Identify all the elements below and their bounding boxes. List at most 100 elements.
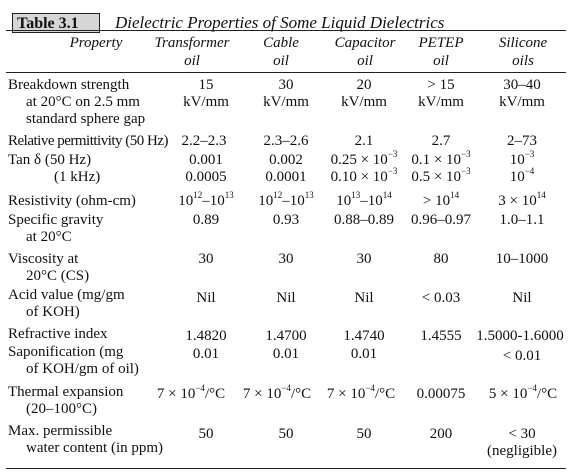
table-number-label: Table 3.1 — [12, 13, 100, 33]
row-gravity-property: Specific gravity at 20°C — [8, 212, 103, 246]
breakdown-cable-value: 30 — [278, 77, 294, 93]
header-petep-oil: PETEP oil — [408, 34, 474, 70]
tan-delta-cable: 0.002 0.0001 — [256, 152, 316, 186]
viscosity-line1: Viscosity at — [8, 251, 79, 267]
breakdown-petep-value: > 15 — [427, 77, 455, 93]
thermal-cable: 7 × 10−4/°C — [232, 383, 322, 403]
thermal-cable-exp: −4 — [281, 383, 291, 393]
header-capacitor-line1: Capacitor — [334, 35, 396, 51]
gravity-capacitor: 0.88–0.89 — [334, 212, 394, 228]
tan-delta-silicone: 10−3 10−4 — [474, 150, 570, 186]
tan-delta-petep-50hz-mantissa: 0.1 × 10 — [411, 152, 462, 168]
resistivity-transformer: 1012–1013 — [170, 190, 242, 210]
tan-delta-petep-50hz-exp: −3 — [461, 149, 471, 159]
resistivity-capacitor-base1: 10 — [336, 193, 352, 209]
header-rule — [6, 72, 566, 73]
resistivity-capacitor-exp2: 14 — [382, 190, 392, 200]
thermal-transformer-unit: /°C — [204, 386, 226, 402]
acid-line1: Acid value (mg/gm — [8, 287, 125, 303]
water-petep: 200 — [429, 426, 453, 442]
water-cable: 50 — [278, 426, 294, 442]
gravity-transformer: 0.89 — [192, 212, 220, 228]
thermal-line1: Thermal expansion — [8, 384, 124, 400]
tan-delta-capacitor-50hz: 0.25 × 10−3 — [318, 150, 410, 169]
water-transformer: 50 — [198, 426, 214, 442]
row-thermal-property: Thermal expansion (20–100°C) — [8, 384, 123, 418]
tan-delta-transformer: 0.001 0.0005 — [170, 152, 242, 186]
table-caption: Table 3.1 Dielectric Properties of Some … — [4, 6, 568, 33]
refractive-capacitor: 1.4740 — [343, 328, 385, 344]
tan-delta-cable-1khz: 0.0001 — [265, 169, 307, 185]
viscosity-silicone: 10–1000 — [495, 251, 549, 267]
breakdown-silicone-value: 30–40 — [503, 77, 541, 93]
breakdown-cable: 30 kV/mm — [256, 77, 316, 111]
resistivity-transformer-exp1: 12 — [193, 190, 203, 200]
saponification-silicone: < 0.01 — [502, 348, 542, 364]
row-saponification-property: Saponification (mg of KOH/gm of oil) — [8, 344, 139, 378]
saponification-transformer: 0.01 — [192, 346, 220, 362]
saponification-line1: Saponification (mg — [8, 344, 124, 360]
refractive-cable: 1.4700 — [265, 328, 307, 344]
header-capacitor-oil: Capacitor oil — [320, 34, 410, 70]
tan-delta-cable-50hz: 0.002 — [269, 152, 303, 168]
viscosity-cable: 30 — [278, 251, 294, 267]
breakdown-line3: standard sphere gap — [26, 111, 146, 127]
header-petep-line2: oil — [433, 53, 449, 69]
breakdown-line2: at 20°C on 2.5 mm — [26, 94, 140, 110]
resistivity-petep-exp: 14 — [450, 190, 460, 200]
thermal-silicone-base: 5 × 10 — [488, 386, 528, 402]
header-transformer-line1: Transformer — [154, 35, 230, 51]
breakdown-petep-unit: kV/mm — [418, 94, 464, 110]
tan-delta-petep-1khz-mantissa: 0.5 × 10 — [411, 169, 462, 185]
resistivity-cable-exp2: 13 — [304, 190, 314, 200]
breakdown-petep: > 15 kV/mm — [410, 77, 472, 111]
thermal-petep: 0.00075 — [416, 386, 466, 402]
header-silicone-line1: Silicone — [498, 35, 548, 51]
refractive-silicone: 1.5000-1.6000 — [476, 328, 564, 344]
header-cable-line1: Cable — [263, 35, 299, 51]
viscosity-petep: 80 — [433, 251, 449, 267]
thermal-cable-base: 7 × 10 — [242, 386, 282, 402]
row-permittivity-property: Relative permittivity (50 Hz) — [8, 133, 169, 149]
gravity-line2: at 20°C — [26, 229, 72, 245]
row-refractive-property: Refractive index — [8, 326, 108, 342]
header-silicone-oils: Silicone oils — [480, 34, 566, 70]
resistivity-capacitor: 1013–1014 — [318, 190, 410, 210]
permittivity-silicone: 2–73 — [507, 133, 537, 149]
resistivity-silicone-exp: 14 — [536, 190, 546, 200]
water-line2: water content (in ppm) — [26, 440, 164, 456]
header-petep-line1: PETEP — [418, 35, 464, 51]
acid-cable: Nil — [276, 290, 296, 306]
tan-delta-petep-1khz-exp: −3 — [461, 166, 471, 176]
resistivity-petep: > 1014 — [410, 190, 472, 210]
gravity-cable: 0.93 — [272, 212, 300, 228]
saponification-line2: of KOH/gm of oil) — [26, 361, 139, 377]
tan-delta-transformer-50hz: 0.001 — [189, 152, 223, 168]
breakdown-cable-unit: kV/mm — [263, 94, 309, 110]
resistivity-capacitor-base2: –10 — [360, 193, 383, 209]
header-transformer-oil: Transformer oil — [140, 34, 244, 70]
row-breakdown-property: Breakdown strength at 20°C on 2.5 mm sta… — [8, 77, 145, 128]
breakdown-transformer: 15 kV/mm — [170, 77, 242, 111]
tan-delta-silicone-1khz-exp: −4 — [524, 166, 535, 176]
breakdown-transformer-unit: kV/mm — [183, 94, 229, 110]
resistivity-capacitor-exp1: 13 — [351, 190, 361, 200]
water-silicone-note: (negligible) — [487, 443, 557, 459]
water-capacitor: 50 — [356, 426, 372, 442]
viscosity-transformer: 30 — [198, 251, 214, 267]
refractive-petep: 1.4555 — [420, 328, 462, 344]
row-water-property: Max. permissible water content (in ppm) — [8, 423, 163, 457]
resistivity-silicone: 3 × 1014 — [474, 190, 570, 210]
tan-delta-silicone-1khz: 10−4 — [474, 166, 570, 186]
thermal-capacitor-base: 7 × 10 — [326, 386, 366, 402]
resistivity-petep-base: > 10 — [422, 193, 451, 209]
breakdown-capacitor-value: 20 — [356, 77, 372, 93]
breakdown-transformer-value: 15 — [198, 77, 214, 93]
acid-petep: < 0.03 — [421, 290, 461, 306]
row-resistivity-property: Resistivity (ohm-cm) — [8, 193, 136, 209]
tan-delta-capacitor-1khz: 0.10 × 10−3 — [318, 167, 410, 186]
gravity-line1: Specific gravity — [8, 212, 104, 228]
thermal-transformer-base: 7 × 10 — [156, 386, 196, 402]
permittivity-cable: 2.3–2.6 — [263, 133, 309, 149]
thermal-transformer-exp: −4 — [195, 383, 205, 393]
